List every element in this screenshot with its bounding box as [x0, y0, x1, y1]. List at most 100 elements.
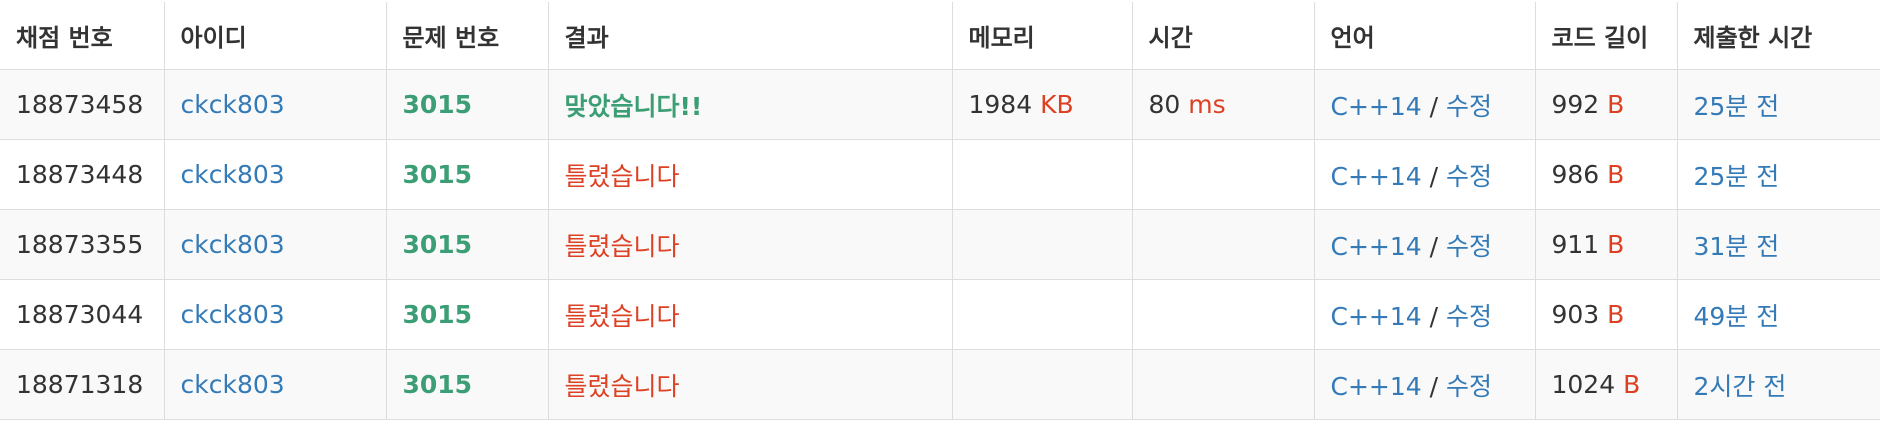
- user-link[interactable]: ckck803: [180, 370, 285, 399]
- problem-link[interactable]: 3015: [402, 370, 473, 399]
- submitted-at-link[interactable]: 2시간 전: [1693, 371, 1787, 401]
- header-code-length: 코드 길이: [1534, 2, 1678, 70]
- submission-id: 18873458: [16, 90, 144, 119]
- problem-link[interactable]: 3015: [402, 230, 473, 259]
- submission-id-cell: 18871318: [0, 349, 165, 420]
- user-link[interactable]: ckck803: [180, 90, 285, 119]
- code-length-unit: B: [1607, 300, 1625, 329]
- language-separator: /: [1429, 231, 1439, 261]
- result-cell: 틀렸습니다: [547, 279, 953, 350]
- user-link[interactable]: ckck803: [180, 300, 285, 329]
- edit-link[interactable]: 수정: [1446, 301, 1493, 331]
- language-separator: /: [1429, 161, 1439, 191]
- user-link[interactable]: ckck803: [180, 160, 285, 189]
- submitted-at-cell: 31분 전: [1676, 209, 1880, 280]
- memory-cell: [951, 349, 1133, 420]
- submission-id-cell: 18873458: [0, 69, 165, 140]
- problem-link[interactable]: 3015: [402, 90, 473, 119]
- header-submission-id: 채점 번호: [0, 2, 165, 70]
- submitted-at-link[interactable]: 49분 전: [1693, 301, 1780, 331]
- user-link[interactable]: ckck803: [180, 230, 285, 259]
- table-row: 18873448 ckck803 3015 틀렸습니다 C++14 / 수정 9…: [0, 139, 1880, 210]
- time-cell: [1131, 279, 1315, 350]
- code-length-cell: 911 B: [1534, 209, 1678, 280]
- table-row: 18873044 ckck803 3015 틀렸습니다 C++14 / 수정 9…: [0, 279, 1880, 350]
- submitted-at-cell: 25분 전: [1676, 69, 1880, 140]
- code-length-cell: 986 B: [1534, 139, 1678, 210]
- header-result: 결과: [547, 2, 953, 70]
- header-time: 시간: [1131, 2, 1315, 70]
- problem-id-cell: 3015: [385, 139, 549, 210]
- memory-cell: 1984 KB: [951, 69, 1133, 140]
- code-length-cell: 992 B: [1534, 69, 1678, 140]
- code-length-value: 911: [1551, 230, 1600, 259]
- header-submitted-at: 제출한 시간: [1676, 2, 1880, 70]
- language-cell: C++14 / 수정: [1313, 349, 1536, 420]
- header-memory: 메모리: [951, 2, 1133, 70]
- time-cell: [1131, 209, 1315, 280]
- memory-cell: [951, 279, 1133, 350]
- memory-cell: [951, 139, 1133, 210]
- language-link[interactable]: C++14: [1330, 161, 1422, 191]
- code-length-value: 986: [1551, 160, 1600, 189]
- memory-unit: KB: [1040, 90, 1074, 119]
- result-text: 틀렸습니다: [564, 161, 680, 191]
- table-row: 18871318 ckck803 3015 틀렸습니다 C++14 / 수정 1…: [0, 349, 1880, 420]
- header-problem-id: 문제 번호: [385, 2, 549, 70]
- submission-id: 18873044: [16, 300, 144, 329]
- language-link[interactable]: C++14: [1330, 91, 1422, 121]
- problem-link[interactable]: 3015: [402, 160, 473, 189]
- code-length-cell: 1024 B: [1534, 349, 1678, 420]
- language-link[interactable]: C++14: [1330, 301, 1422, 331]
- language-link[interactable]: C++14: [1330, 231, 1422, 261]
- code-length-unit: B: [1607, 230, 1625, 259]
- result-cell: 틀렸습니다: [547, 349, 953, 420]
- submission-id-cell: 18873448: [0, 139, 165, 210]
- result-cell: 맞았습니다!!: [547, 69, 953, 140]
- table-row: 18873458 ckck803 3015 맞았습니다!! 1984 KB 80…: [0, 69, 1880, 140]
- language-separator: /: [1429, 371, 1439, 401]
- result-text: 맞았습니다!!: [564, 91, 703, 121]
- time-cell: [1131, 139, 1315, 210]
- edit-link[interactable]: 수정: [1446, 371, 1493, 401]
- language-cell: C++14 / 수정: [1313, 139, 1536, 210]
- problem-id-cell: 3015: [385, 209, 549, 280]
- submitted-at-cell: 49분 전: [1676, 279, 1880, 350]
- submission-id: 18873355: [16, 230, 144, 259]
- submitted-at-cell: 25분 전: [1676, 139, 1880, 210]
- submission-id: 18873448: [16, 160, 144, 189]
- user-id-cell: ckck803: [163, 139, 387, 210]
- language-link[interactable]: C++14: [1330, 371, 1422, 401]
- problem-id-cell: 3015: [385, 349, 549, 420]
- problem-id-cell: 3015: [385, 279, 549, 350]
- code-length-value: 1024: [1551, 370, 1616, 399]
- submitted-at-link[interactable]: 31분 전: [1693, 231, 1780, 261]
- problem-link[interactable]: 3015: [402, 300, 473, 329]
- edit-link[interactable]: 수정: [1446, 91, 1493, 121]
- header-user-id: 아이디: [163, 2, 387, 70]
- result-text: 틀렸습니다: [564, 301, 680, 331]
- submitted-at-link[interactable]: 25분 전: [1693, 91, 1780, 121]
- result-text: 틀렸습니다: [564, 371, 680, 401]
- code-length-cell: 903 B: [1534, 279, 1678, 350]
- result-text: 틀렸습니다: [564, 231, 680, 261]
- edit-link[interactable]: 수정: [1446, 161, 1493, 191]
- table-header-row: 채점 번호 아이디 문제 번호 결과 메모리 시간 언어 코드 길이 제출한 시…: [0, 2, 1880, 70]
- language-separator: /: [1429, 91, 1439, 121]
- problem-id-cell: 3015: [385, 69, 549, 140]
- result-cell: 틀렸습니다: [547, 139, 953, 210]
- submitted-at-link[interactable]: 25분 전: [1693, 161, 1780, 191]
- submission-id-cell: 18873044: [0, 279, 165, 350]
- edit-link[interactable]: 수정: [1446, 231, 1493, 261]
- user-id-cell: ckck803: [163, 279, 387, 350]
- language-cell: C++14 / 수정: [1313, 279, 1536, 350]
- code-length-value: 992: [1551, 90, 1600, 119]
- time-cell: 80 ms: [1131, 69, 1315, 140]
- memory-cell: [951, 209, 1133, 280]
- header-language: 언어: [1313, 2, 1536, 70]
- code-length-unit: B: [1607, 90, 1625, 119]
- result-cell: 틀렸습니다: [547, 209, 953, 280]
- memory-value: 1984: [968, 90, 1033, 119]
- code-length-unit: B: [1623, 370, 1641, 399]
